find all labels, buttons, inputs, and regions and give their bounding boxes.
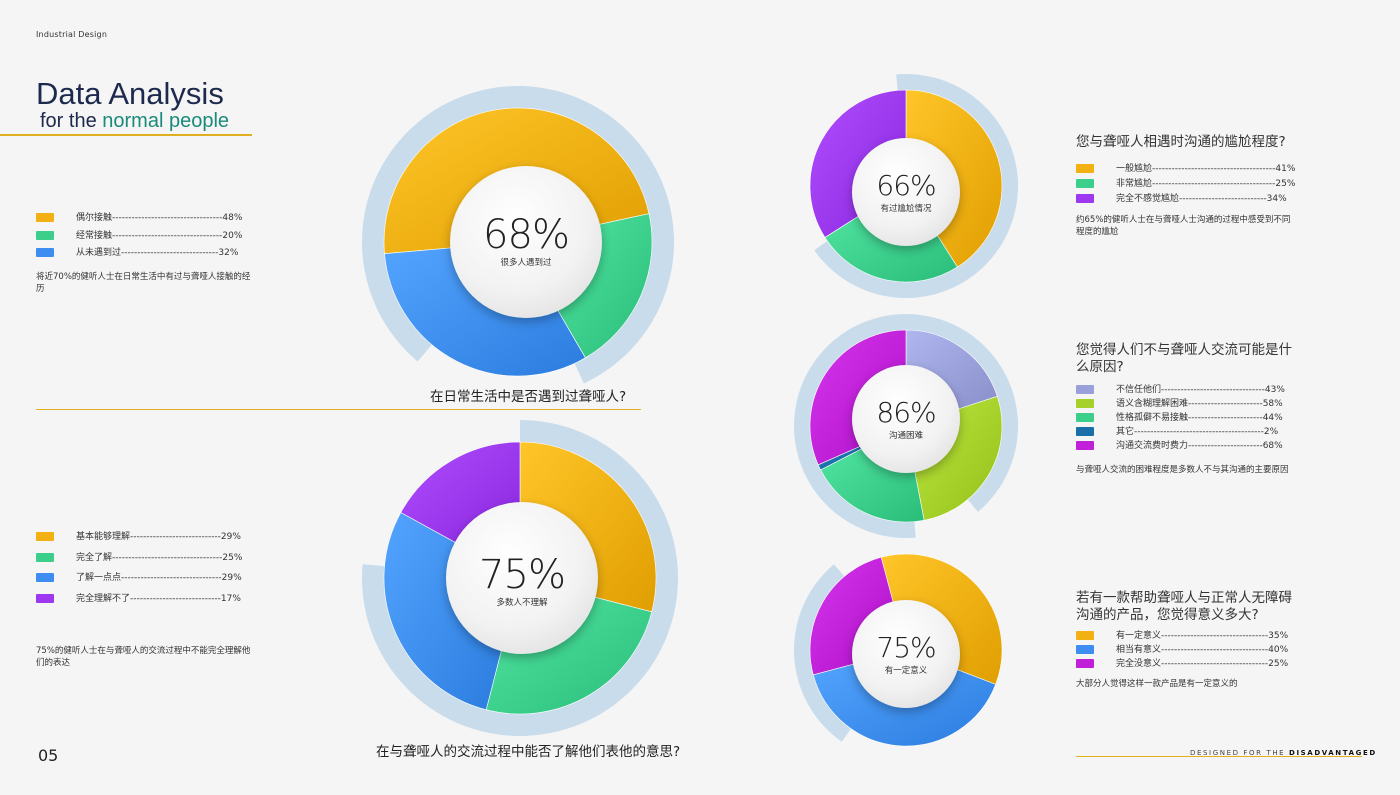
legend-label: 沟通交流费时费力-----------------------68%	[1116, 441, 1283, 451]
legend-label: 不信任他们--------------------------------43%	[1116, 385, 1285, 395]
legend-swatch	[36, 532, 54, 541]
chart-encounter-question: 在日常生活中是否遇到过聋哑人?	[430, 389, 627, 405]
chart-awkwardness-center-value: 66%	[876, 169, 936, 202]
chart-significance-center-label: 有一定意义	[884, 666, 928, 676]
chart-significance-description: 大部分人觉得这样一款产品是有一定意义的	[1076, 679, 1238, 689]
legend-label: 偶尔接触----------------------------------48…	[76, 213, 243, 223]
legend-label: 有一定意义---------------------------------35…	[1116, 631, 1289, 641]
legend-swatch	[1076, 179, 1094, 188]
legend-swatch	[36, 593, 54, 603]
legend-label: 基本能够理解----------------------------29%	[76, 532, 241, 542]
chart-understanding-center: 75% 多数人不理解	[446, 502, 598, 654]
chart-reasons-question: 您觉得人们不与聋哑人交流可能是什么原因?	[1076, 342, 1292, 375]
legend-label: 完全理解不了----------------------------17%	[76, 593, 241, 604]
legend-swatch	[36, 230, 54, 240]
legend-swatch	[36, 573, 54, 582]
page-title: Data Analysis	[36, 76, 224, 111]
chart-reasons-center-label: 沟通困难	[888, 431, 923, 441]
legend-swatch	[1076, 645, 1094, 654]
legend-swatch	[1076, 631, 1094, 640]
legend-swatch	[1076, 441, 1094, 450]
legend-label: 相当有意义---------------------------------40…	[1116, 645, 1289, 655]
legend-swatch	[36, 552, 54, 562]
chart-significance-question: 若有一款帮助聋哑人与正常人无障碍沟通的产品，您觉得意义多大?	[1076, 590, 1292, 623]
legend-swatch	[36, 213, 54, 222]
legend-label: 了解一点点-------------------------------29%	[76, 573, 242, 583]
legend-label: 性格孤僻不易接触-----------------------44%	[1116, 413, 1283, 423]
chart-awkwardness-question: 您与聋哑人相遇时沟通的尴尬程度?	[1076, 134, 1286, 150]
chart-encounter-center: 68% 很多人遇到过	[450, 166, 602, 318]
chart-encounter-center-value: 68%	[483, 212, 570, 258]
chart-understanding-description: 75%的健听人士在与聋哑人的交流过程中不能完全理解他们的表达	[36, 646, 251, 668]
legend-swatch	[1076, 413, 1094, 422]
footer-line	[1076, 756, 1362, 757]
section-tag: Industrial Design	[36, 30, 108, 39]
chart-significance-center: 75% 有一定意义	[852, 600, 960, 708]
legend-swatch	[1076, 385, 1094, 394]
chart-reasons-center-value: 86%	[876, 396, 936, 429]
footer-emphasis: DISADVANTAGED	[1289, 749, 1377, 757]
page-number: 05	[38, 746, 59, 765]
chart-encounter-description: 将近70%的健听人士在日常生活中有过与聋哑人接触的经历	[36, 272, 251, 294]
chart-understanding-center-value: 75%	[479, 552, 566, 598]
svg-c5-outer-ring	[794, 564, 853, 742]
chart-awkwardness-center: 66% 有过尴尬情况	[852, 138, 960, 246]
legend-swatch	[1076, 164, 1094, 173]
legend-label: 一般尴尬------------------------------------…	[1116, 164, 1296, 174]
chart-reasons-center: 86% 沟通困难	[852, 365, 960, 473]
page-subtitle: for the normal people	[40, 110, 229, 133]
chart-awkwardness-center-label: 有过尴尬情况	[880, 204, 932, 214]
legend-label: 经常接触----------------------------------20…	[76, 230, 243, 241]
chart-understanding-center-label: 多数人不理解	[496, 598, 548, 608]
legend-swatch	[36, 248, 54, 257]
legend-label: 完全了解----------------------------------25…	[76, 552, 243, 563]
title-underline	[0, 134, 252, 136]
legend-swatch	[1076, 194, 1094, 203]
chart-understanding-question: 在与聋哑人的交流过程中能否了解他们表他的意思?	[376, 744, 681, 760]
footer-prefix: DESIGNED FOR THE	[1190, 749, 1286, 757]
legend-label: 从未遇到过------------------------------32%	[76, 248, 239, 258]
chart-encounter-center-label: 很多人遇到过	[500, 258, 552, 268]
legend-swatch	[1076, 659, 1094, 668]
legend-swatch	[1076, 427, 1094, 436]
legend-swatch	[1076, 399, 1094, 408]
legend-label: 完全不感觉尴尬---------------------------34%	[1116, 194, 1287, 204]
chart-significance-center-value: 75%	[876, 631, 936, 664]
chart-awkwardness-description: 约65%的健听人士在与聋哑人士沟通的过程中感受到不同程度的尴尬	[1076, 215, 1291, 237]
subtitle-plain: for the	[40, 110, 97, 132]
legend-label: 完全没意义---------------------------------25…	[1116, 659, 1289, 669]
legend-label: 其它--------------------------------------…	[1116, 427, 1279, 437]
subtitle-accent: normal people	[102, 110, 230, 132]
footer-tagline: DESIGNED FOR THE DISADVANTAGED	[1190, 749, 1377, 757]
section-divider	[36, 409, 641, 410]
legend-label: 非常尴尬------------------------------------…	[1116, 179, 1296, 189]
legend-label: 语义含糊理解困难-----------------------58%	[1116, 399, 1283, 409]
chart-reasons-description: 与聋哑人交流的困难程度是多数人不与其沟通的主要原因	[1076, 465, 1289, 475]
